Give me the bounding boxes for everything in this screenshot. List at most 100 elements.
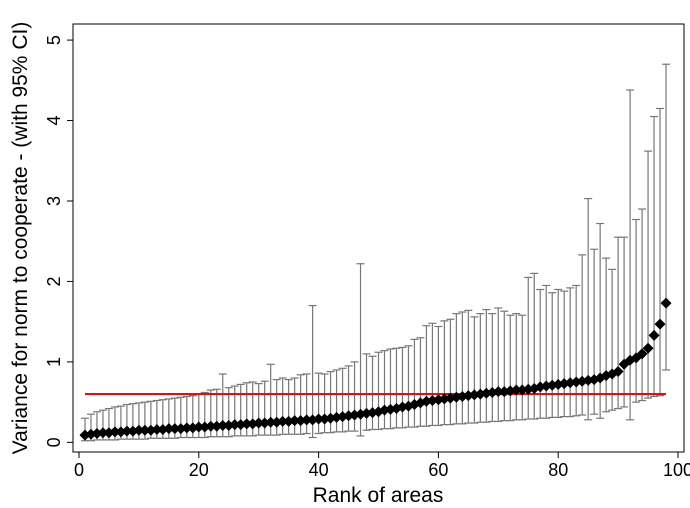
data-point <box>109 426 121 438</box>
data-point <box>313 413 325 425</box>
y-tick-label: 5 <box>44 35 64 45</box>
ci-bar <box>512 313 521 421</box>
ci-bar <box>440 320 449 426</box>
ci-bar <box>434 325 443 427</box>
data-point <box>97 427 109 439</box>
ci-bar <box>650 115 659 398</box>
ci-bar <box>506 314 515 422</box>
ci-bar <box>422 325 431 427</box>
data-point <box>253 417 265 429</box>
ci-bar <box>446 318 455 426</box>
ci-bar <box>596 222 605 419</box>
data-point <box>265 416 277 428</box>
ci-bar <box>452 313 461 425</box>
data-point <box>654 318 666 330</box>
ci-bar <box>548 292 557 419</box>
ci-bar <box>608 268 617 411</box>
data-point <box>133 424 145 436</box>
ci-bar <box>656 107 665 397</box>
ci-bar <box>404 345 413 428</box>
data-point <box>181 422 193 434</box>
x-tick-label: 60 <box>428 460 448 480</box>
data-point <box>648 329 660 341</box>
ci-bar <box>386 348 395 430</box>
ci-bar <box>572 284 581 417</box>
estimate-points <box>79 297 672 441</box>
plot-frame <box>72 23 685 453</box>
x-tick-label: 20 <box>189 460 209 480</box>
ci-bar <box>350 361 359 432</box>
y-tick-label: 1 <box>44 357 64 367</box>
data-point <box>660 297 672 309</box>
ci-bar <box>530 272 539 420</box>
ci-bar <box>644 150 653 399</box>
y-tick-label: 2 <box>44 276 64 286</box>
y-axis-label: Variance for norm to cooperate - (with 9… <box>9 22 32 455</box>
ci-bar <box>554 288 563 419</box>
ci-bar <box>560 290 569 418</box>
data-point <box>642 342 654 354</box>
ci-bar <box>482 309 491 423</box>
data-point <box>169 423 181 435</box>
ci-bar <box>626 89 635 421</box>
ci-bar <box>344 365 353 432</box>
ci-bar <box>410 338 419 428</box>
y-tick-label: 4 <box>44 116 64 126</box>
data-point <box>510 384 522 396</box>
data-point <box>121 425 133 437</box>
data-point <box>301 414 313 426</box>
data-point <box>205 420 217 432</box>
ci-bar <box>380 350 389 430</box>
ci-bar <box>374 351 383 431</box>
data-point <box>289 415 301 427</box>
ci-bar <box>578 254 587 416</box>
data-point <box>241 418 253 430</box>
ci-bar <box>614 236 623 410</box>
ci-bar <box>356 263 365 437</box>
ci-bar <box>566 287 575 418</box>
data-point <box>217 419 229 431</box>
ci-bar <box>590 248 599 415</box>
ci-bar <box>494 307 503 423</box>
data-point <box>229 419 241 431</box>
data-point <box>151 423 163 435</box>
data-point <box>612 366 624 378</box>
ci-bar <box>470 316 479 424</box>
data-point <box>636 348 648 360</box>
x-axis: 0 20 40 60 80 100 <box>74 452 690 480</box>
data-point <box>277 415 289 427</box>
x-tick-label: 0 <box>74 460 84 480</box>
ci-bar <box>620 236 629 408</box>
ci-bar <box>584 197 593 421</box>
data-point <box>163 423 175 435</box>
data-point <box>492 386 504 398</box>
ci-bar <box>458 311 467 425</box>
y-tick-label: 0 <box>44 437 64 447</box>
ci-bar <box>476 313 485 423</box>
y-axis: 0 1 2 3 4 5 <box>44 35 73 447</box>
ci-bar <box>638 208 647 402</box>
ci-bar <box>428 322 437 427</box>
ci-bar <box>416 337 425 427</box>
ci-bar <box>536 288 545 419</box>
y-tick-label: 3 <box>44 196 64 206</box>
ci-bar <box>464 309 473 424</box>
ci-bar <box>338 367 347 433</box>
x-tick-label: 40 <box>309 460 329 480</box>
ci-bar <box>632 218 641 403</box>
ci-bar <box>518 314 527 421</box>
ci-bar <box>398 346 407 429</box>
ci-bar <box>368 355 377 431</box>
data-point <box>193 421 205 433</box>
ci-bar <box>392 347 401 429</box>
x-tick-label: 80 <box>548 460 568 480</box>
ci-bar <box>524 276 533 420</box>
x-tick-label: 100 <box>663 460 690 480</box>
ci-bar <box>542 284 551 419</box>
ci-bar <box>602 257 611 413</box>
x-axis-label: Rank of areas <box>313 484 444 507</box>
ci-bar <box>500 310 509 422</box>
data-point <box>139 424 151 436</box>
ci-bar <box>662 63 671 371</box>
